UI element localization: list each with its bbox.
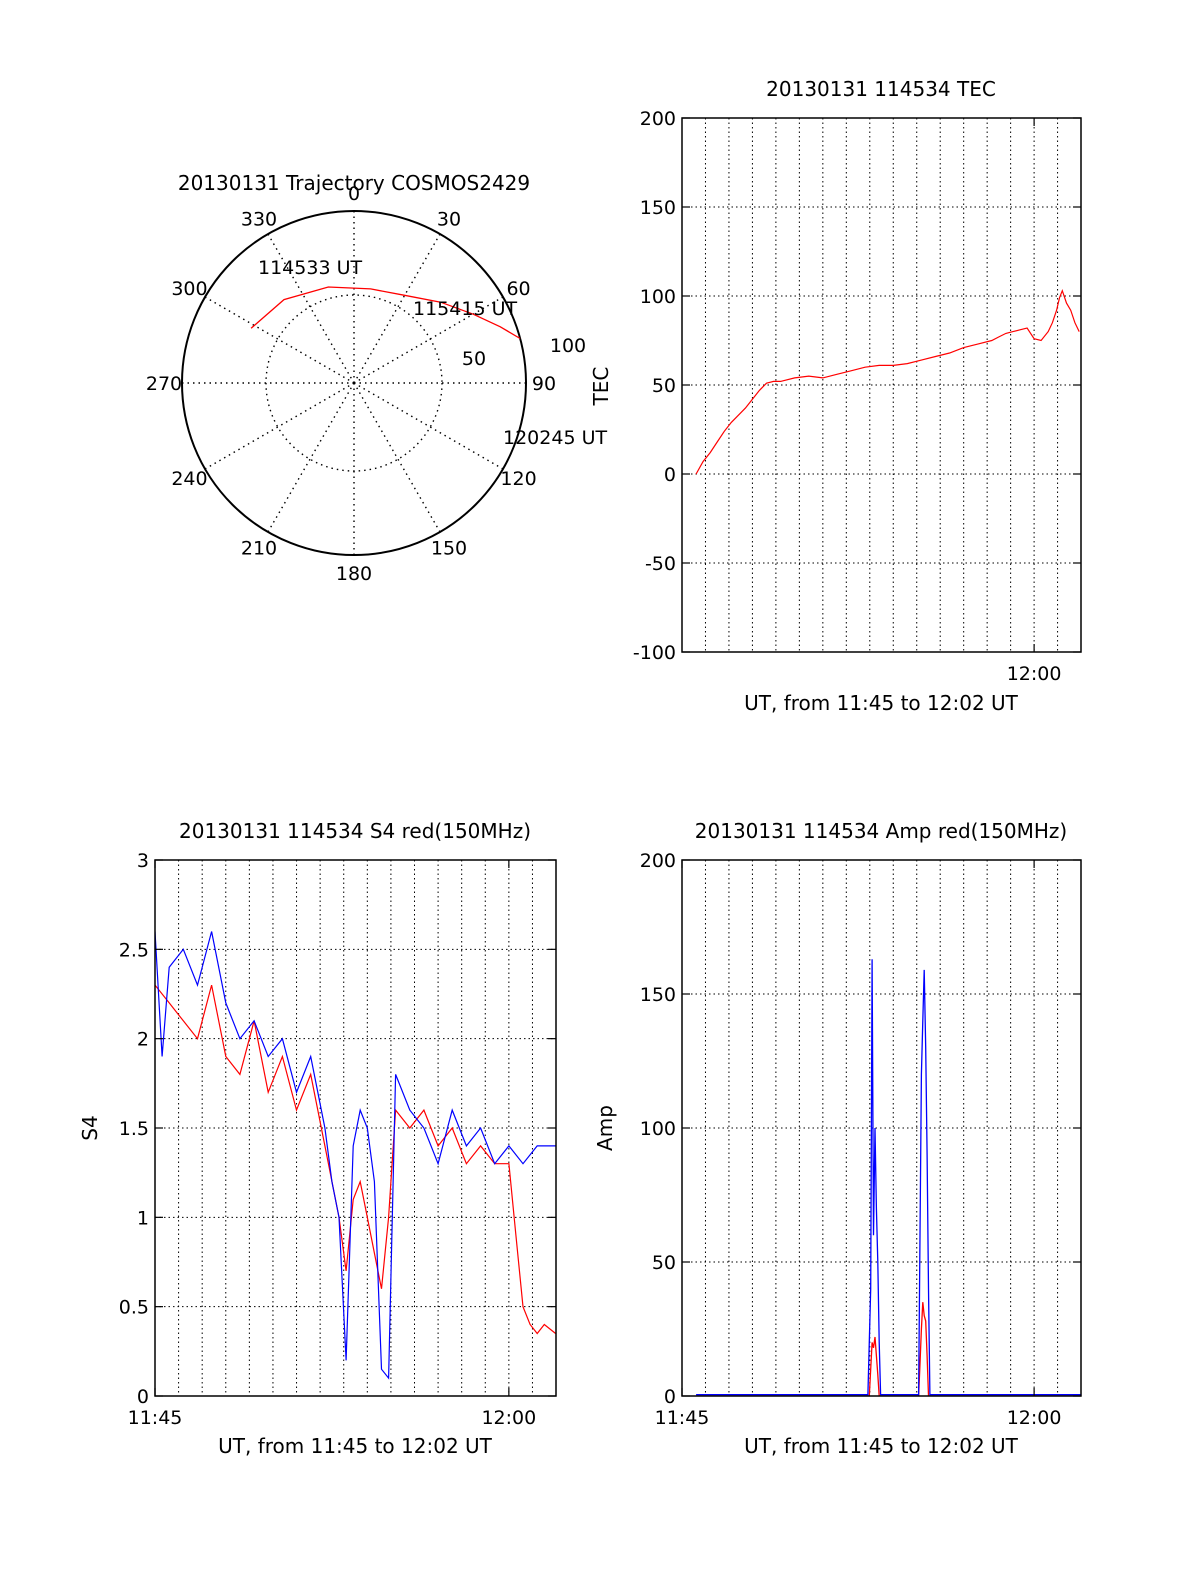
y-tick-label: 150 xyxy=(640,197,676,219)
polar-radial-labels: 50 100 xyxy=(462,335,586,370)
series-line-blue xyxy=(155,931,556,1380)
y-tick-label: 200 xyxy=(640,108,676,130)
y-tick-label: 0 xyxy=(664,464,676,486)
series-line-red xyxy=(695,288,1080,475)
series-group xyxy=(696,959,1081,1396)
polar-azimuth-label: 120 xyxy=(500,468,536,490)
polar-annotation: 120245 UT xyxy=(503,427,607,449)
polar-azimuth-label: 330 xyxy=(241,208,277,230)
polar-azimuth-label: 60 xyxy=(506,278,530,300)
x-tick-label: 11:45 xyxy=(655,1407,710,1429)
s4-xlabel: UT, from 11:45 to 12:02 UT xyxy=(218,1434,493,1458)
polar-annotations: 114533 UT 115415 UT 120245 UT xyxy=(258,257,607,449)
y-tick-label: 2 xyxy=(137,1029,149,1051)
series-line-red xyxy=(696,1302,1081,1396)
y-tick-label: 1.5 xyxy=(119,1118,149,1140)
polar-azimuth-label: 0 xyxy=(348,183,360,205)
polar-grid-spoke xyxy=(267,382,355,533)
amp-plot-area: 0 50 100 150 200 11:45 12:00 xyxy=(640,850,1082,1429)
polar-radial-label: 50 xyxy=(462,348,486,370)
polar-azimuth-label: 150 xyxy=(431,538,467,560)
y-tick-label: 2.5 xyxy=(119,939,149,961)
s4-panel: 20130131 114534 S4 red(150MHz) UT, from … xyxy=(78,819,557,1458)
s4-title: 20130131 114534 S4 red(150MHz) xyxy=(179,819,531,843)
x-tick-label: 11:45 xyxy=(128,1407,183,1429)
y-tick-label: 3 xyxy=(137,850,149,872)
polar-annotation: 114533 UT xyxy=(258,257,362,279)
x-tick-label: 12:00 xyxy=(1007,1407,1062,1429)
polar-azimuth-label: 210 xyxy=(241,538,277,560)
tec-panel: 20130131 114534 TEC UT, from 11:45 to 12… xyxy=(589,77,1082,715)
y-tick-label: 150 xyxy=(640,984,676,1006)
tec-plot-area: -100 -50 0 50 100 150 200 12:00 xyxy=(633,108,1082,685)
y-tick-label: 0 xyxy=(664,1386,676,1408)
x-tick-label: 12:00 xyxy=(481,1407,536,1429)
polar-azimuth-label: 300 xyxy=(171,278,207,300)
polar-panel: 20130131 Trajectory COSMOS2429 0 30 60 90 12… xyxy=(146,171,608,585)
y-tick-label: 50 xyxy=(652,1252,676,1274)
amp-ylabel: Amp xyxy=(593,1105,617,1151)
tec-title: 20130131 114534 TEC xyxy=(766,77,996,101)
y-tick-label: 1 xyxy=(137,1207,149,1229)
y-tick-label: 100 xyxy=(640,1118,676,1140)
series-group xyxy=(155,931,556,1380)
polar-grid-spoke xyxy=(204,296,355,384)
s4-plot-area: 0 0.5 1 1.5 2 2.5 3 11:45 12:00 xyxy=(119,850,557,1429)
series-line-blue xyxy=(696,959,1081,1396)
polar-azimuth-label: 30 xyxy=(437,208,461,230)
polar-trajectory-line xyxy=(250,286,521,340)
polar-grid-spoke xyxy=(267,233,355,384)
amp-title: 20130131 114534 Amp red(150MHz) xyxy=(695,819,1067,843)
polar-grid-spoke xyxy=(204,382,355,470)
y-tick-label: -100 xyxy=(633,642,676,664)
polar-azimuth-labels: 0 30 60 90 120 150 180 210 240 270 300 330 xyxy=(146,183,556,585)
polar-grid-spoke xyxy=(353,296,504,384)
tec-ylabel: TEC xyxy=(589,367,613,407)
series-line-red xyxy=(155,984,556,1335)
polar-azimuth-label: 180 xyxy=(336,563,372,585)
y-tick-label: -50 xyxy=(645,553,676,575)
series-group xyxy=(695,288,1080,475)
polar-radial-label: 100 xyxy=(550,335,586,357)
plot-frame xyxy=(154,859,557,1397)
amp-panel: 20130131 114534 Amp red(150MHz) UT, from… xyxy=(593,819,1082,1458)
amp-xlabel: UT, from 11:45 to 12:02 UT xyxy=(744,1434,1019,1458)
y-tick-label: 0 xyxy=(137,1386,149,1408)
polar-grid xyxy=(181,210,527,556)
y-tick-label: 100 xyxy=(640,286,676,308)
polar-azimuth-label: 240 xyxy=(171,468,207,490)
y-tick-label: 0.5 xyxy=(119,1297,149,1319)
polar-grid-spoke xyxy=(353,233,441,384)
s4-ylabel: S4 xyxy=(78,1115,102,1140)
polar-azimuth-label: 90 xyxy=(532,373,556,395)
y-tick-label: 200 xyxy=(640,850,676,872)
polar-grid-spoke xyxy=(353,382,504,470)
polar-grid-spoke xyxy=(353,382,441,533)
x-tick-label: 12:00 xyxy=(1007,663,1062,685)
tec-xlabel: UT, from 11:45 to 12:02 UT xyxy=(744,691,1019,715)
polar-trajectory xyxy=(250,286,521,340)
y-tick-label: 50 xyxy=(652,375,676,397)
polar-azimuth-label: 270 xyxy=(146,373,182,395)
polar-annotation: 115415 UT xyxy=(413,298,517,320)
polar-title: 20130131 Trajectory COSMOS2429 xyxy=(178,171,530,195)
